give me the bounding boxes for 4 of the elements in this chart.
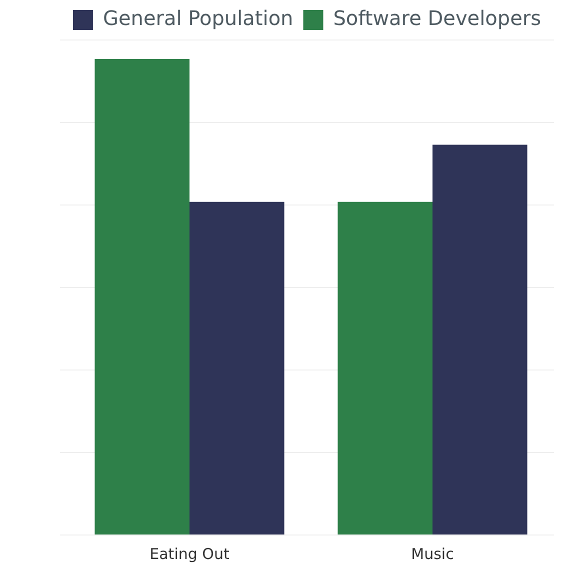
legend-label: General Population <box>102 6 294 30</box>
x-tick-label: Music <box>411 544 454 563</box>
legend-label: Software Developers <box>333 6 542 30</box>
x-tick-label: Eating Out <box>150 544 230 563</box>
